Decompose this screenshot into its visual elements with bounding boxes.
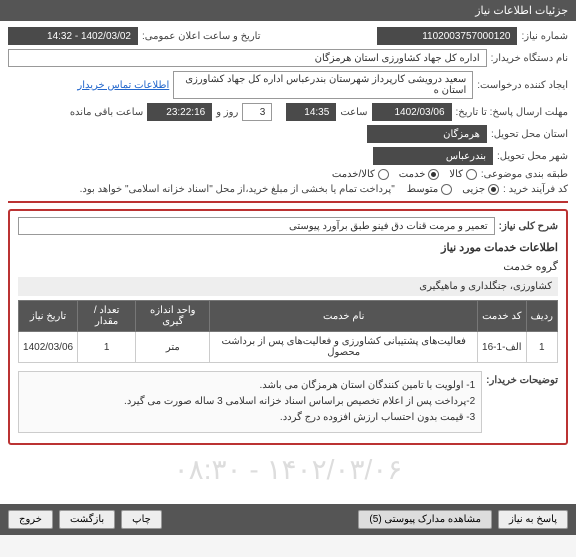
class-radio-0[interactable]: کالا — [449, 169, 477, 180]
day-word: روز و — [216, 107, 238, 118]
process-radio-group: جزیی متوسط — [407, 184, 499, 195]
buyer-notes-value: 1- اولویت با تامین کنندگان استان هرمزگان… — [18, 371, 482, 433]
red-divider — [8, 201, 568, 203]
page-container: جزئیات اطلاعات نیاز شماره نیاز: 11020037… — [0, 0, 576, 535]
header-bar: جزئیات اطلاعات نیاز — [0, 0, 576, 21]
time-label-1: ساعت — [340, 107, 367, 118]
table-cell: 1 — [78, 332, 136, 363]
radio-dot-icon[interactable] — [488, 184, 499, 195]
table-cell: 1402/03/06 — [19, 332, 78, 363]
table-cell: فعالیت‌های پشتیبانی کشاورزی و فعالیت‌های… — [210, 332, 478, 363]
attachments-button[interactable]: مشاهده مدارک پیوستی (5) — [358, 510, 492, 529]
radio-dot-icon[interactable] — [428, 169, 439, 180]
group-label: گروه خدمت — [18, 260, 558, 273]
remain-time: 23:22:16 — [147, 103, 212, 121]
proc-radio-0[interactable]: جزیی — [462, 184, 499, 195]
class-label: طبقه بندی موضوعی: — [481, 169, 568, 180]
reply-button[interactable]: پاسخ به نیاز — [498, 510, 568, 529]
row-buyer: نام دستگاه خریدار: اداره کل جهاد کشاورزی… — [8, 49, 568, 67]
row-city: شهر محل تحویل: بندرعباس — [8, 147, 568, 165]
province-value: هرمزگان — [367, 125, 487, 143]
row-need-announce: شماره نیاز: 1102003757000120 تاریخ و ساع… — [8, 27, 568, 45]
table-cell: الف-1-16 — [478, 332, 527, 363]
radio-dot-icon[interactable] — [441, 184, 452, 195]
class-radio-2[interactable]: کالا/خدمت — [332, 169, 389, 180]
process-note: "پرداخت تمام یا بخشی از مبلغ خرید،از محل… — [80, 184, 395, 195]
table-header-row: ردیفکد خدمتنام خدمتواحد اندازه گیریتعداد… — [19, 301, 558, 332]
creator-value: سعید درویشی کارپرداز شهرستان بندرعباس اد… — [173, 71, 473, 99]
overall-label: شرح کلی نیاز: — [499, 221, 558, 232]
table-body: 1الف-1-16فعالیت‌های پشتیبانی کشاورزی و ف… — [19, 332, 558, 363]
province-label: استان محل تحویل: — [491, 129, 568, 140]
days-left: 3 — [242, 103, 272, 121]
detail-section: شرح کلی نیاز: تعمیر و مرمت قنات دق فینو … — [8, 209, 568, 445]
table-col-header: تاریخ نیاز — [19, 301, 78, 332]
contact-link[interactable]: اطلاعات تماس خریدار — [77, 80, 169, 91]
table-cell: متر — [136, 332, 210, 363]
row-buyer-notes: توضیحات خریدار: 1- اولویت با تامین کنندگ… — [18, 371, 558, 433]
announce-label: تاریخ و ساعت اعلان عمومی: — [142, 31, 261, 42]
table-col-header: واحد اندازه گیری — [136, 301, 210, 332]
need-no-value: 1102003757000120 — [377, 27, 517, 45]
table-col-header: تعداد / مقدار — [78, 301, 136, 332]
row-class: طبقه بندی موضوعی: کالا خدمت کالا/خدمت — [8, 169, 568, 180]
table-col-header: کد خدمت — [478, 301, 527, 332]
process-label: کد فرآیند خرید : — [503, 184, 568, 195]
overall-value: تعمیر و مرمت قنات دق فینو طبق برآورد پیو… — [18, 217, 495, 235]
deadline-date: 1402/03/06 — [372, 103, 452, 121]
row-process: کد فرآیند خرید : جزیی متوسط "پرداخت تمام … — [8, 184, 568, 195]
class-radio-1[interactable]: خدمت — [399, 169, 440, 180]
buyer-value: اداره کل جهاد کشاورزی استان هرمزگان — [8, 49, 487, 67]
group-value: کشاورزی، جنگلداری و ماهیگیری — [18, 277, 558, 296]
form-area: شماره نیاز: 1102003757000120 تاریخ و ساع… — [0, 21, 576, 504]
radio-dot-icon[interactable] — [378, 169, 389, 180]
deadline-label: مهلت ارسال پاسخ: تا تاریخ: — [456, 107, 568, 118]
row-creator: ایجاد کننده درخواست: سعید درویشی کارپردا… — [8, 71, 568, 99]
row-overall: شرح کلی نیاز: تعمیر و مرمت قنات دق فینو … — [18, 217, 558, 235]
need-no-label: شماره نیاز: — [521, 31, 568, 42]
class-radio-group: کالا خدمت کالا/خدمت — [332, 169, 477, 180]
radio-dot-icon[interactable] — [466, 169, 477, 180]
radio-label: خدمت — [399, 169, 426, 180]
city-label: شهر محل تحویل: — [497, 151, 568, 162]
header-title: جزئیات اطلاعات نیاز — [475, 5, 568, 17]
back-button[interactable]: بازگشت — [59, 510, 115, 529]
creator-label: ایجاد کننده درخواست: — [477, 80, 568, 91]
exit-button[interactable]: خروج — [8, 510, 53, 529]
deadline-time: 14:35 — [286, 103, 336, 121]
radio-label: کالا — [449, 169, 463, 180]
row-province: استان محل تحویل: هرمزگان — [8, 125, 568, 143]
city-value: بندرعباس — [373, 147, 493, 165]
radio-label: متوسط — [407, 184, 438, 195]
buyer-notes-label: توضیحات خریدار: — [486, 371, 558, 386]
radio-label: جزیی — [462, 184, 485, 195]
print-button[interactable]: چاپ — [121, 510, 162, 529]
services-table: ردیفکد خدمتنام خدمتواحد اندازه گیریتعداد… — [18, 300, 558, 363]
table-col-header: ردیف — [526, 301, 557, 332]
table-col-header: نام خدمت — [210, 301, 478, 332]
table-row: 1الف-1-16فعالیت‌های پشتیبانی کشاورزی و ف… — [19, 332, 558, 363]
watermark: ۱۴۰۲/۰۳/۰۶ - ۰۸:۳۰ — [8, 453, 568, 486]
services-label: اطلاعات خدمات مورد نیاز — [18, 241, 558, 254]
proc-radio-1[interactable]: متوسط — [407, 184, 452, 195]
table-cell: 1 — [526, 332, 557, 363]
row-deadline: مهلت ارسال پاسخ: تا تاریخ: 1402/03/06 سا… — [8, 103, 568, 121]
footer-bar: پاسخ به نیاز مشاهده مدارک پیوستی (5) چاپ… — [0, 504, 576, 535]
announce-value: 1402/03/02 - 14:32 — [8, 27, 138, 45]
remain-label: ساعت باقی مانده — [70, 107, 143, 118]
radio-label: کالا/خدمت — [332, 169, 375, 180]
buyer-label: نام دستگاه خریدار: — [491, 53, 568, 64]
